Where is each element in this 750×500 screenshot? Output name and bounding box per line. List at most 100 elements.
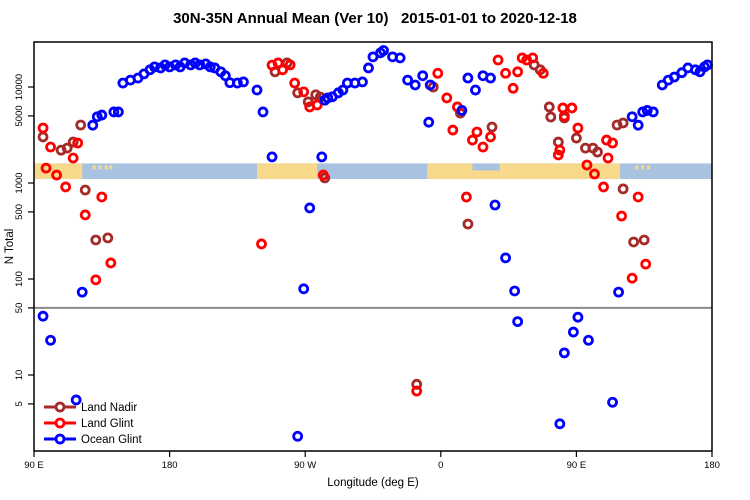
series-ocean-glint-point [632,119,644,131]
series-land-glint-point [572,122,584,134]
series-land-glint-point [441,92,453,104]
series-ocean-glint-point [251,84,263,96]
series-land-nadir-point [571,132,582,144]
series-land-glint-point [45,141,56,153]
series-land-glint-point [411,385,423,397]
series-land-glint-point [40,162,52,174]
series-land-glint-point [527,52,539,64]
series-ocean-glint-point [357,76,368,88]
series-land-nadir-point [545,111,557,123]
series-ocean-glint-point [298,283,310,295]
series-ocean-glint-point [558,347,570,359]
series-land-glint-point [554,144,566,156]
series-ocean-glint-point [489,199,501,211]
map-band-island [109,165,113,170]
series-land-glint-point [598,181,609,193]
series-land-glint-point [558,110,570,122]
series-ocean-glint-point [647,106,659,118]
x-tick-label: 180 [704,460,720,471]
series-land-nadir-point [543,101,555,113]
series-land-glint-point [60,181,72,193]
series-land-nadir-point [302,96,314,108]
series-land-glint-point [311,99,323,111]
series-land-glint-point [552,149,564,161]
series-land-glint-point [607,137,618,149]
series-ocean-glint-point [456,105,468,116]
plot-border [33,41,713,452]
x-axis-title: Longitude (deg E) [327,477,419,489]
legend-label: Ocean Glint [81,434,143,446]
series-ocean-glint-point [668,71,680,83]
series-ocean-glint-point [402,74,414,86]
y-tick-label: 5 [14,401,25,406]
series-land-nadir-point [617,183,629,195]
series-land-glint-point [485,131,496,143]
series-land-glint-point [256,238,267,250]
series-ocean-glint-point [554,418,566,430]
y-axis-title: N Total [4,229,16,265]
series-ocean-glint-point [96,109,108,121]
y-tick-label: 50 [14,303,25,314]
x-tick-label: 90 W [294,460,316,471]
series-ocean-glint-point [363,62,374,74]
series-ocean-glint-point [337,84,349,96]
map-band-island [641,165,645,170]
series-land-nadir-point [592,146,603,158]
map-band-island [98,165,102,170]
map-band-land [256,163,318,180]
series-land-nadir-point [552,136,564,148]
chart-title: 30N-35N Annual Mean (Ver 10) 2015-01-01 … [173,10,577,27]
series-land-glint-point [67,152,79,164]
map-band-land [427,163,473,180]
series-ocean-glint-point [417,70,429,82]
series-ocean-glint-point [378,45,389,56]
series-land-nadir-point [486,121,498,133]
series-land-nadir-point [67,136,79,148]
series-ocean-glint-point [45,334,56,346]
series-ocean-glint-point [583,334,594,346]
series-land-glint-point [96,191,108,203]
series-land-glint-point [317,169,329,181]
series-ocean-glint-point [231,77,243,89]
series-land-nadir-point [638,234,650,246]
series-ocean-glint-point [304,202,316,214]
series-land-nadir-point [102,232,114,244]
series-land-glint-point [632,191,644,203]
legend-label: Land Glint [81,418,134,430]
series-land-glint-point [500,67,511,79]
series-land-glint-point [471,126,483,138]
series-land-glint-point [277,64,289,76]
series-ocean-glint-point [194,59,206,71]
series-land-glint-point [289,77,301,89]
y-tick-label: 500 [14,204,25,220]
series-ocean-glint-point [626,111,638,123]
series-land-nadir-point [462,218,474,230]
series-land-glint-point [467,134,478,146]
series-ocean-glint-point [112,106,124,118]
series-ocean-glint-point [607,396,618,408]
y-tick-label: 10000 [14,74,25,100]
series-ocean-glint-point [423,116,435,128]
legend-marker [54,433,66,445]
map-band-land-partial [472,170,500,180]
series-land-glint-point [79,209,91,221]
series-ocean-glint-point [470,84,481,96]
series-ocean-glint-point [316,151,328,163]
series-land-nadir-point [90,234,102,246]
series-ocean-glint-point [292,430,304,442]
series-land-glint-point [492,54,504,66]
series-land-glint-point [51,169,62,181]
series-land-nadir-point [292,87,304,99]
series-ocean-glint-point [149,61,160,73]
series-ocean-glint-point [572,311,584,323]
series-land-nadir-point [61,142,73,154]
series-ocean-glint-point [512,316,524,327]
series-ocean-glint-point [500,252,511,264]
series-ocean-glint-point [238,76,249,88]
series-land-glint-point [626,272,638,284]
series-ocean-glint-point [87,119,99,131]
legend-label: Land Nadir [81,402,137,414]
series-land-glint-point [447,124,459,136]
series-ocean-glint-point [108,106,120,118]
